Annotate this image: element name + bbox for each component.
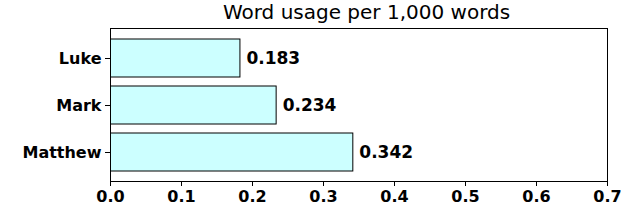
svg-text:0.1: 0.1	[167, 187, 195, 206]
svg-text:0.183: 0.183	[246, 48, 300, 68]
svg-text:0.6: 0.6	[522, 187, 550, 206]
svg-text:0.2: 0.2	[238, 187, 266, 206]
html-text:Word usage per 1,000 words: Word usage per 1,000 words	[222, 0, 511, 24]
svg-text:0.4: 0.4	[380, 187, 408, 206]
svg-text:0.7: 0.7	[593, 187, 621, 206]
svg-text:0.5: 0.5	[451, 187, 479, 206]
svg-text:0.342: 0.342	[359, 142, 413, 162]
svg-text:Luke: Luke	[59, 49, 102, 68]
svg-text:Matthew: Matthew	[22, 143, 101, 162]
svg-text:0.234: 0.234	[283, 95, 337, 115]
svg-text:0.3: 0.3	[309, 187, 337, 206]
svg-text:Mark: Mark	[56, 96, 102, 115]
svg-text:0.0: 0.0	[96, 187, 124, 206]
